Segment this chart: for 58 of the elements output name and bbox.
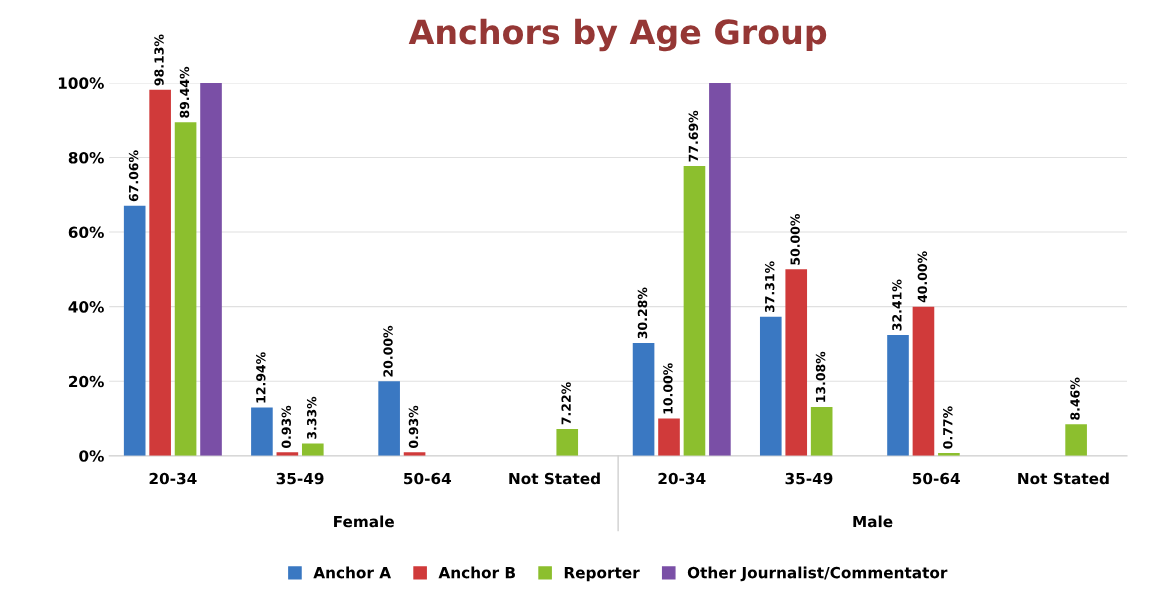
data-label: 77.69% [688,110,699,162]
bar [251,407,273,456]
bar [556,428,579,456]
bar [174,122,197,456]
data-label: 10.00% [663,363,673,414]
bar [301,443,324,456]
y-tick-label: 20% [69,375,104,388]
data-label: 30.28% [637,287,648,339]
data-label: 7.22% [561,382,571,425]
data-label: 37.31% [764,261,775,313]
text: Female [334,515,394,528]
bar [709,82,731,456]
x-tick-label: 50-64 [912,472,960,485]
y-tick-label: 40% [68,301,104,313]
data-label: 12.94% [256,352,266,403]
bar [912,306,935,456]
bar [810,407,833,456]
x-tick-label: 20-34 [658,472,706,485]
data-label: 8.46% [1070,377,1080,420]
bar [200,82,222,456]
legend-label: Other Journalist/Commentator [687,566,948,582]
data-label: 40.00% [917,251,928,303]
x-tick-label: 35-49 [785,472,833,485]
y-tick-label: 60% [68,226,104,239]
bar [1065,424,1087,456]
data-label: 20.00% [383,325,393,377]
y-tick-label: 0% [79,450,104,462]
text: Male [853,515,893,528]
data-label: 13.08% [815,351,826,402]
bar [123,205,146,456]
bar [683,166,706,456]
data-label: 32.41% [892,279,902,331]
bar [887,334,909,456]
x-tick-label: Not Stated [509,472,600,485]
bar [759,316,782,456]
bar [658,418,680,456]
y-tick-label: 80% [68,151,104,164]
x-tick-label: Not Stated [1018,472,1109,485]
bar [378,381,400,456]
bar [785,269,808,456]
legend-label: Anchor B [438,566,515,579]
chart-title: Anchors by Age Group [408,18,827,52]
data-label: 89.44% [179,66,190,118]
data-label: 0.93% [408,405,419,449]
x-tick-label: 20-34 [149,472,197,485]
data-label: 0.93% [281,405,291,449]
bar [632,342,655,456]
legend-label: Reporter [564,567,640,582]
bar [149,89,171,456]
data-label: 50.00% [790,213,800,265]
legend-label: Anchor A [313,566,392,579]
data-label: 3.33% [306,396,317,439]
x-tick-label: 50-64 [404,472,452,485]
data-label: 67.06% [128,150,139,202]
x-tick-label: 35-49 [276,472,324,485]
data-label: 0.77% [943,406,953,449]
y-tick-label: 100% [58,77,104,89]
data-label: 98.13% [154,34,164,86]
